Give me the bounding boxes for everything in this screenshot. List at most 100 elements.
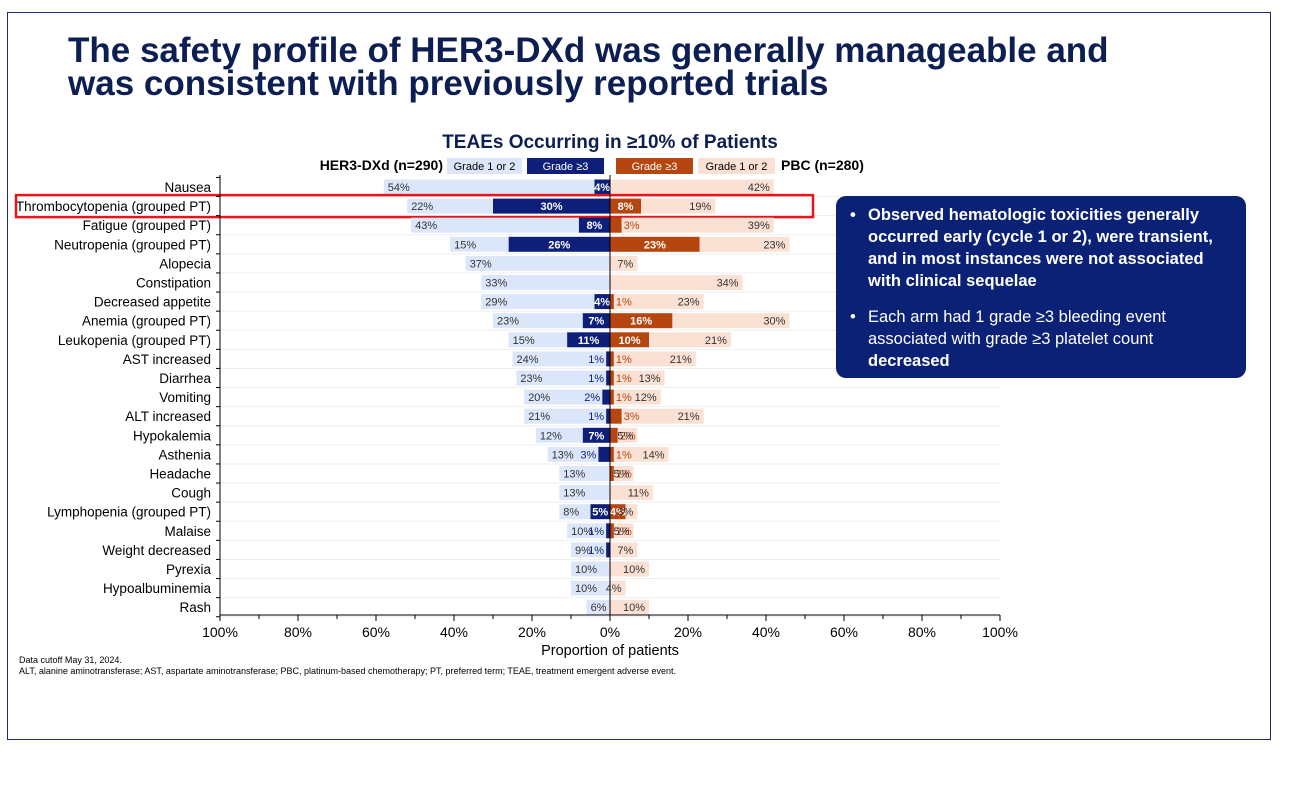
callout-bullet-2: • Each arm had 1 grade ≥3 bleeding event… (848, 306, 1230, 372)
bar-her3-grade3 (606, 523, 610, 539)
category-label: Lymphopenia (grouped PT) (47, 505, 211, 520)
bar-pbc-grade3 (610, 389, 614, 405)
x-tick-label: 60% (362, 624, 390, 640)
bar-pbc-grade12 (610, 275, 743, 290)
bar-her3-grade12 (481, 275, 610, 290)
bar-pbc-grade12 (613, 370, 665, 386)
bar-pbc-grade3 (610, 236, 700, 252)
data-label-pbc-grade3: 1% (616, 392, 632, 404)
callout-bullet-2-text: Each arm had 1 grade ≥3 bleeding event a… (868, 308, 1167, 348)
x-tick-label: 0% (600, 624, 620, 640)
bar-her3-grade3 (578, 217, 610, 233)
data-label-her3-grade12: 13% (552, 449, 574, 461)
category-label: Hypokalemia (133, 428, 212, 443)
data-label-her3-grade12: 23% (520, 373, 542, 385)
data-label-pbc-grade12: 11% (628, 488, 649, 500)
data-label-her3-grade12: 21% (528, 411, 550, 423)
data-label-her3-grade12: 22% (411, 201, 433, 213)
data-label-her3-grade12: 24% (517, 354, 539, 366)
data-label-pbc-grade3: 1% (616, 373, 632, 385)
legend-swatch-1 (447, 158, 522, 174)
bar-pbc-grade12 (613, 294, 704, 310)
footnote-data-cutoff: Data cutoff May 31, 2024. (19, 655, 122, 665)
category-label: Pyrexia (166, 562, 212, 577)
x-tick-label: 40% (752, 624, 780, 640)
bar-pbc-grade3 (610, 466, 614, 481)
chart-title: TEAEs Occurring in ≥10% of Patients (442, 132, 778, 153)
data-label-pbc-grade12: 21% (678, 411, 700, 423)
bar-her3-grade12 (383, 179, 595, 195)
bar-pbc-grade12 (610, 542, 638, 558)
bar-pbc-grade3 (610, 217, 622, 233)
left-arm-label: HER3-DXd (n=290) (320, 157, 443, 173)
bar-her3-grade12 (524, 408, 607, 424)
bar-her3-grade12 (524, 389, 603, 405)
bar-pbc-grade12 (613, 351, 696, 367)
data-label-her3-grade3: 4% (594, 297, 610, 309)
legend-label-2: Grade ≥3 (543, 161, 589, 173)
data-label-pbc-grade12: 4% (606, 583, 622, 595)
category-label: Headache (149, 467, 211, 482)
bar-pbc-grade12 (610, 599, 649, 615)
category-label: Decreased appetite (94, 295, 211, 310)
category-label: Hypoalbuminemia (103, 581, 212, 596)
category-label: Constipation (136, 276, 211, 291)
bar-pbc-grade12 (621, 217, 774, 233)
x-tick-label: 100% (202, 624, 238, 640)
data-label-pbc-grade12: 30% (763, 316, 785, 328)
footnotes: Data cutoff May 31, 2024. ALT, alanine a… (19, 655, 676, 677)
category-label: Vomiting (159, 390, 211, 405)
x-tick-label: 40% (440, 624, 468, 640)
data-label-pbc-grade12: 7% (617, 545, 633, 557)
bar-pbc-grade3 (610, 294, 614, 310)
category-label: Cough (171, 486, 211, 501)
bar-her3-grade3 (606, 370, 610, 386)
data-label-pbc-grade3: 3% (624, 220, 640, 232)
title-line-2: was consistent with previously reported … (68, 64, 829, 103)
bar-her3-grade3 (598, 446, 610, 462)
bar-her3-grade12 (571, 580, 610, 596)
bar-her3-grade3 (606, 542, 610, 558)
data-label-her3-grade3: 11% (578, 335, 600, 347)
data-label-pbc-grade12: 10% (623, 602, 645, 614)
bar-pbc-grade12 (610, 255, 638, 271)
bar-her3-grade3 (602, 389, 610, 405)
data-label-her3-grade3: 30% (540, 201, 562, 213)
category-label: Nausea (164, 180, 211, 195)
bar-her3-grade3 (493, 198, 610, 214)
category-label: Leukopenia (grouped PT) (58, 333, 211, 348)
bar-her3-grade12 (465, 255, 610, 271)
bar-pbc-grade12 (617, 427, 638, 443)
x-tick-label: 60% (830, 624, 858, 640)
bullet-dot: • (850, 206, 856, 224)
bar-pbc-grade3 (610, 313, 673, 329)
data-label-pbc-grade12: 5% (617, 430, 633, 442)
bar-her3-grade12 (512, 351, 607, 367)
data-label-her3-grade3: 8% (586, 220, 602, 232)
title-line-1: The safety profile of HER3-DXd was gener… (68, 31, 1109, 70)
x-tick-label: 80% (284, 624, 312, 640)
data-label-her3-grade12: 9% (575, 545, 591, 557)
data-label-pbc-grade3: 4% (610, 507, 626, 519)
data-label-her3-grade3: 1% (588, 411, 604, 423)
category-label: ALT increased (125, 409, 211, 424)
data-label-her3-grade3: 5% (592, 507, 608, 519)
bar-her3-grade12 (450, 236, 509, 252)
callout-bullet-1-text: Observed hematologic toxicities generall… (868, 206, 1213, 290)
bar-her3-grade12 (407, 198, 493, 214)
bar-pbc-grade12 (699, 236, 790, 252)
bar-her3-grade12 (493, 313, 583, 329)
bar-her3-grade12 (547, 446, 599, 462)
bar-her3-grade3 (582, 313, 610, 329)
bar-her3-grade12 (559, 466, 610, 481)
data-label-her3-grade12: 43% (415, 220, 437, 232)
bar-pbc-grade12 (613, 523, 634, 539)
bar-her3-grade12 (571, 561, 610, 577)
bar-her3-grade3 (594, 294, 610, 310)
category-label: Malaise (164, 524, 211, 539)
category-label: Asthenia (158, 447, 211, 462)
legend-swatch-4 (698, 158, 775, 174)
legend-label-4: Grade 1 or 2 (706, 161, 768, 173)
category-label: AST increased (123, 352, 211, 367)
x-tick-label: 20% (518, 624, 546, 640)
